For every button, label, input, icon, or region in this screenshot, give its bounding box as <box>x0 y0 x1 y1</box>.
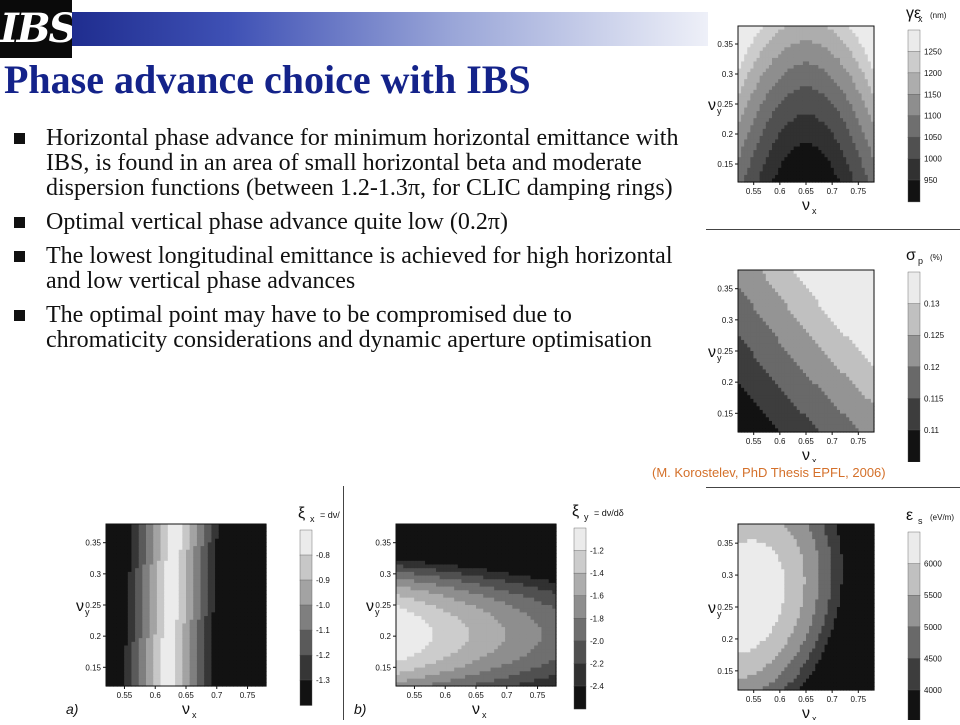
colorbar-tick-label: 0.11 <box>924 426 940 435</box>
colorbar-tick-label: 1000 <box>924 155 942 164</box>
colorbar-tick-label: 1050 <box>924 133 942 142</box>
y-tick-label: 0.35 <box>717 40 733 49</box>
bullet-list: Horizontal phase advance for minimum hor… <box>12 126 692 362</box>
y-axis-label: ν <box>708 344 716 361</box>
ibs-logo: IBS <box>0 0 72 58</box>
bullet-square-icon <box>14 217 25 228</box>
colorbar-tick-label: 0.13 <box>924 300 940 309</box>
colorbar-unit: (%) <box>930 253 943 262</box>
colorbar-tick-label: 0.115 <box>924 394 944 403</box>
colorbar-swatch <box>908 398 920 430</box>
x-axis-label-sub: x <box>812 456 817 462</box>
bullet-item: The optimal point may have to be comprom… <box>12 303 692 353</box>
y-axis-label: ν <box>708 97 716 114</box>
colorbar-unit: (nm) <box>930 11 947 20</box>
y-tick-label: 0.15 <box>717 160 733 169</box>
panel-divider <box>343 486 344 720</box>
colorbar-label: σ <box>906 247 916 264</box>
x-tick-label: 0.55 <box>746 437 762 446</box>
bullet-text: Optimal vertical phase advance quite low… <box>46 209 508 235</box>
bullet-item: The lowest longitudinal emittance is ach… <box>12 244 692 294</box>
x-tick-label: 0.75 <box>851 437 867 446</box>
colorbar-swatch <box>908 73 920 95</box>
panel-divider <box>706 487 960 488</box>
colorbar-swatch <box>908 30 920 52</box>
bullet-text: The optimal point may have to be comprom… <box>46 302 652 353</box>
bullet-square-icon <box>14 133 25 144</box>
colorbar-tick-label: 0.125 <box>924 331 945 340</box>
colorbar-swatch <box>908 304 920 336</box>
y-tick-label: 0.15 <box>717 409 733 418</box>
bullet-text: Horizontal phase advance for minimum hor… <box>46 125 678 201</box>
bullet-item: Horizontal phase advance for minimum hor… <box>12 126 692 201</box>
panel-divider <box>706 229 960 230</box>
colorbar-swatch <box>908 335 920 367</box>
colorbar-swatch <box>908 137 920 159</box>
colorbar-label-sub: x <box>918 14 923 24</box>
bullet-square-icon <box>14 310 25 321</box>
x-tick-label: 0.65 <box>798 187 814 196</box>
bullet-square-icon <box>14 251 25 262</box>
colorbar-swatch <box>908 272 920 304</box>
colorbar-swatch <box>908 367 920 399</box>
y-tick-label: 0.2 <box>722 130 734 139</box>
citation: (M. Korostelev, PhD Thesis EPFL, 2006) <box>652 465 886 480</box>
colorbar-swatch <box>908 180 920 202</box>
x-axis-label: ν <box>802 447 810 462</box>
x-tick-label: 0.6 <box>774 437 786 446</box>
x-tick-label: 0.65 <box>798 437 814 446</box>
y-tick-label: 0.3 <box>722 316 734 325</box>
y-tick-label: 0.35 <box>717 285 733 294</box>
x-tick-label: 0.75 <box>851 187 867 196</box>
x-axis-label-sub: x <box>812 206 817 216</box>
x-tick-label: 0.55 <box>746 187 762 196</box>
x-tick-label: 0.7 <box>827 187 839 196</box>
colorbar-tick-label: 1250 <box>924 47 942 56</box>
y-tick-label: 0.3 <box>722 70 734 79</box>
colorbar-tick-label: 0.12 <box>924 363 940 372</box>
bullet-item: Optimal vertical phase advance quite low… <box>12 210 692 235</box>
colorbar-swatch <box>908 159 920 181</box>
colorbar-tick-label: 950 <box>924 176 938 185</box>
colorbar-tick-label: 1200 <box>924 69 942 78</box>
y-axis-label-sub: y <box>717 106 722 116</box>
contour-field <box>738 270 875 433</box>
contour-field <box>738 26 875 183</box>
x-tick-label: 0.6 <box>774 187 786 196</box>
colorbar-label-sub: p <box>918 256 923 266</box>
colorbar-swatch <box>908 430 920 462</box>
colorbar-swatch <box>908 116 920 138</box>
title-gradient-bar <box>72 12 708 46</box>
colorbar-tick-label: 1150 <box>924 90 942 99</box>
y-tick-label: 0.2 <box>722 378 734 387</box>
contour-field <box>738 524 875 691</box>
colorbar-swatch <box>908 51 920 73</box>
slide-title: Phase advance choice with IBS <box>4 56 531 103</box>
colorbar-tick-label: 1100 <box>924 112 942 121</box>
x-axis-label: ν <box>802 197 810 214</box>
colorbar-swatch <box>908 94 920 116</box>
x-tick-label: 0.7 <box>827 437 839 446</box>
bullet-text: The lowest longitudinal emittance is ach… <box>46 243 672 294</box>
y-axis-label-sub: y <box>717 353 722 363</box>
